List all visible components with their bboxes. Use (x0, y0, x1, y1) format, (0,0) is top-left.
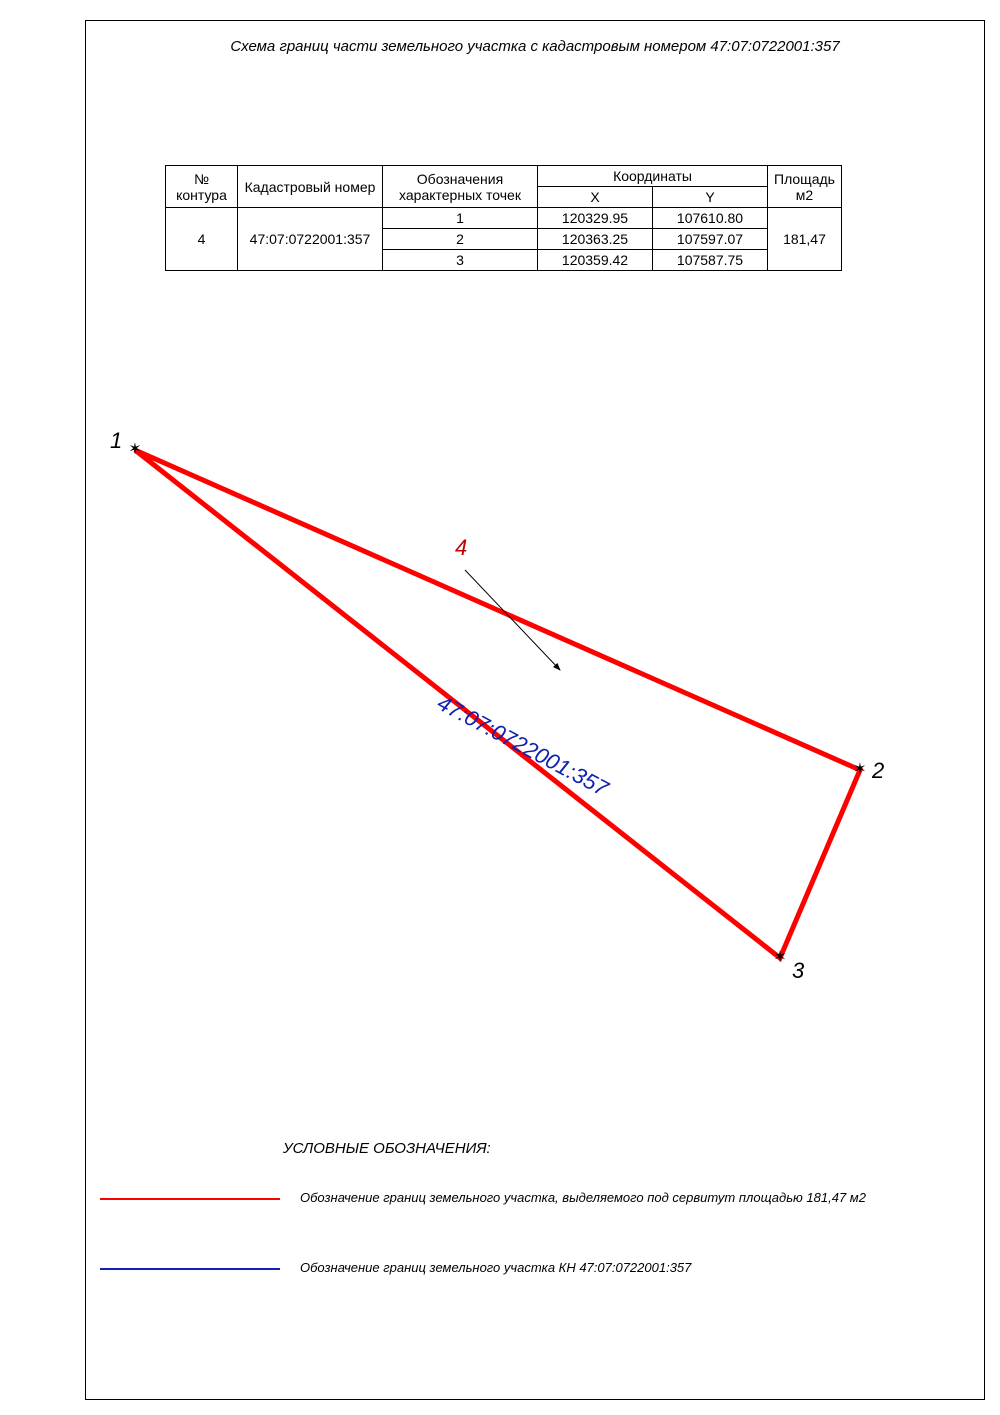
th-coords-text: Координаты (613, 168, 692, 184)
cell-contour: 4 (166, 208, 238, 271)
cell-pt: 1 (383, 208, 538, 229)
vertex-label: 2 (872, 758, 884, 784)
th-contour-text: № контура (176, 171, 227, 203)
th-point: Обозначения характерных точек (383, 166, 538, 208)
vertex-label: 1 (110, 428, 122, 454)
cell-x: 120363.25 (538, 229, 653, 250)
coordinates-table: № контура Кадастровый номер Обозначения … (165, 165, 842, 271)
table-row: 4 47:07:0722001:357 1 120329.95 107610.8… (166, 208, 842, 229)
cell-area: 181,47 (768, 208, 842, 271)
vertex-marker-icon: ✶ (128, 442, 141, 458)
th-cadastral: Кадастровый номер (238, 166, 383, 208)
th-area: Площадь м2 (768, 166, 842, 208)
page: Схема границ части земельного участка с … (0, 0, 1000, 1415)
table-header-row-1: № контура Кадастровый номер Обозначения … (166, 166, 842, 187)
cell-y: 107597.07 (653, 229, 768, 250)
cell-x: 120329.95 (538, 208, 653, 229)
vertex-marker-icon: ✶ (773, 950, 786, 966)
cell-y: 107587.75 (653, 250, 768, 271)
th-cadastral-text: Кадастровый номер (245, 179, 376, 195)
cell-pt: 2 (383, 229, 538, 250)
legend-line-icon (100, 1268, 280, 1270)
cell-cadastral: 47:07:0722001:357 (238, 208, 383, 271)
legend-item-text: Обозначение границ земельного участка, в… (300, 1190, 866, 1205)
cell-x: 120359.42 (538, 250, 653, 271)
contour-number-label: 4 (455, 535, 467, 561)
legend-line-icon (100, 1198, 280, 1200)
cell-y: 107610.80 (653, 208, 768, 229)
th-coords: Координаты (538, 166, 768, 187)
vertex-label: 3 (792, 958, 804, 984)
th-y: Y (653, 187, 768, 208)
legend-title: УСЛОВНЫЕ ОБОЗНАЧЕНИЯ: (283, 1140, 491, 1157)
th-area-text: Площадь м2 (774, 171, 835, 203)
vertex-marker-icon: ✶ (853, 762, 866, 778)
th-point-text: Обозначения характерных точек (399, 171, 521, 203)
page-title: Схема границ части земельного участка с … (85, 38, 985, 55)
th-contour: № контура (166, 166, 238, 208)
cell-pt: 3 (383, 250, 538, 271)
th-x: X (538, 187, 653, 208)
legend-item-text: Обозначение границ земельного участка КН… (300, 1260, 691, 1275)
